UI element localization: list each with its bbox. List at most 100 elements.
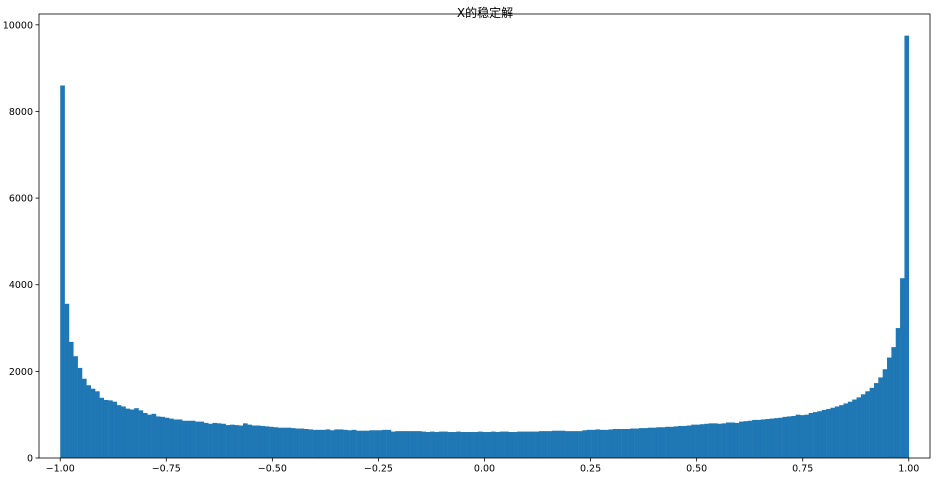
histogram-bar <box>477 431 483 458</box>
histogram-bar <box>334 429 340 458</box>
chart-title: X的稳定解 <box>457 5 513 20</box>
histogram-bar <box>177 419 183 458</box>
histogram-bar <box>695 424 701 458</box>
histogram-bar <box>417 431 422 458</box>
histogram-bar <box>208 423 213 458</box>
histogram-bar <box>891 347 897 458</box>
histogram-bar <box>765 419 770 458</box>
histogram-bar <box>652 427 657 458</box>
histogram-bar <box>508 432 514 458</box>
histogram-bar <box>399 431 405 458</box>
histogram-bar <box>260 425 266 458</box>
histogram-bar <box>865 391 870 458</box>
y-axis: 0 2000 4000 6000 8000 10000 <box>3 20 39 465</box>
histogram-bar <box>103 399 109 458</box>
histogram-bar <box>530 431 535 458</box>
x-tick-label: −0.75 <box>152 464 181 475</box>
histogram-bar <box>447 432 453 458</box>
histogram-bar <box>343 429 348 458</box>
histogram-bar <box>121 406 126 458</box>
histogram-bar <box>760 419 766 458</box>
histogram-bar <box>826 409 831 458</box>
histogram-bar <box>582 430 588 458</box>
histogram-bar <box>330 430 335 458</box>
histogram-bar <box>108 400 113 458</box>
histogram-bar <box>369 430 374 458</box>
histogram-bar <box>86 385 91 458</box>
x-tick-label: 1.00 <box>898 464 919 475</box>
histogram-bar <box>234 425 239 458</box>
histogram-bar <box>860 394 866 458</box>
histogram-bar <box>756 419 762 458</box>
histogram-bar <box>634 428 640 458</box>
histogram-bar <box>821 409 827 458</box>
histogram-bar <box>813 412 818 458</box>
histogram-bar <box>116 405 122 458</box>
y-tick-label: 8000 <box>9 107 33 118</box>
x-tick-label: 0.75 <box>792 464 813 475</box>
y-tick-label: 0 <box>27 454 33 465</box>
histogram-bar <box>599 429 605 458</box>
histogram-bar <box>630 428 635 458</box>
histogram-bar <box>547 431 553 458</box>
histogram-bar <box>73 356 78 458</box>
histogram-bar <box>395 431 400 458</box>
histogram-bar <box>721 423 727 458</box>
histogram-bar <box>264 426 270 458</box>
histogram-bar <box>460 432 466 458</box>
histogram-bar <box>425 432 431 458</box>
histogram-bar <box>338 429 344 458</box>
histogram-bar <box>499 431 505 458</box>
histogram-bar <box>160 416 165 458</box>
histogram-bar <box>608 429 614 458</box>
histogram-bar <box>451 432 457 458</box>
histogram-bar <box>147 414 152 458</box>
histogram-bar <box>303 428 309 458</box>
histogram-bar <box>543 431 548 458</box>
histogram-bar <box>164 417 170 458</box>
histogram-bar <box>747 420 753 458</box>
histogram-bar <box>895 328 901 458</box>
histogram-bar <box>321 429 326 458</box>
histogram-bar <box>569 431 575 458</box>
histogram-bar <box>199 421 205 458</box>
histogram-bar <box>878 377 883 458</box>
histogram-bar <box>134 408 139 458</box>
histogram-bar <box>578 431 583 458</box>
histogram-bar <box>739 421 744 458</box>
histogram-bar <box>799 415 805 458</box>
x-tick-label: 0.25 <box>580 464 601 475</box>
histogram-bar <box>873 383 879 458</box>
histogram-bar <box>804 414 809 458</box>
histogram-bar <box>434 432 440 458</box>
histogram-bar <box>173 419 179 458</box>
histogram-bar <box>678 425 683 458</box>
histogram-bar <box>712 423 718 458</box>
histogram-bar <box>525 431 531 458</box>
histogram-bar <box>125 408 131 458</box>
histogram-bar <box>360 430 366 458</box>
histogram-bar <box>843 403 849 458</box>
histogram-bar <box>182 420 187 458</box>
histogram-bar <box>112 401 118 458</box>
histogram-bar <box>377 430 383 458</box>
histogram-bar <box>403 431 409 458</box>
histogram-bar <box>900 278 905 458</box>
histogram-bar <box>229 424 235 458</box>
histogram-bar <box>852 399 857 458</box>
y-tick-label: 4000 <box>9 280 33 291</box>
histogram-bar <box>565 431 570 458</box>
histogram-bar <box>517 431 522 458</box>
histogram-bar <box>512 432 518 458</box>
histogram-bar <box>638 428 644 458</box>
histogram-bar <box>556 430 561 458</box>
histogram-bar <box>847 401 853 458</box>
histogram-bar <box>473 432 479 458</box>
histogram-bar <box>464 432 470 458</box>
histogram-bar <box>386 429 392 458</box>
histogram-bar <box>186 420 192 458</box>
histogram-bar <box>155 416 161 458</box>
histogram-bar <box>491 431 496 458</box>
histogram-bar <box>769 418 775 458</box>
